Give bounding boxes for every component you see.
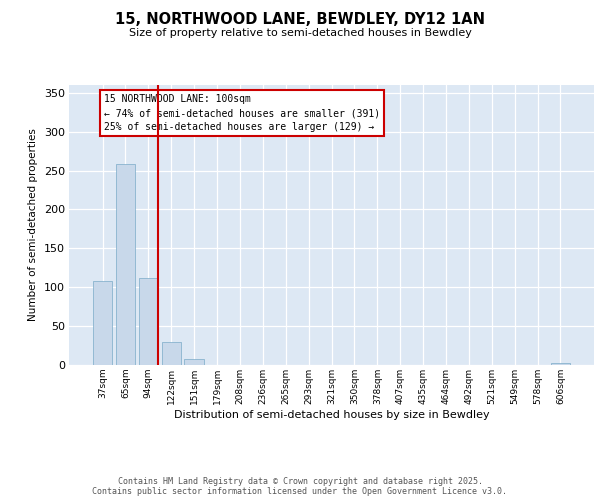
- Text: Size of property relative to semi-detached houses in Bewdley: Size of property relative to semi-detach…: [128, 28, 472, 38]
- Text: 15, NORTHWOOD LANE, BEWDLEY, DY12 1AN: 15, NORTHWOOD LANE, BEWDLEY, DY12 1AN: [115, 12, 485, 28]
- Bar: [139, 278, 158, 365]
- X-axis label: Distribution of semi-detached houses by size in Bewdley: Distribution of semi-detached houses by …: [173, 410, 490, 420]
- Bar: [551, 364, 570, 365]
- Bar: [93, 281, 112, 365]
- Text: Contains HM Land Registry data © Crown copyright and database right 2025.
Contai: Contains HM Land Registry data © Crown c…: [92, 476, 508, 496]
- Text: 15 NORTHWOOD LANE: 100sqm
← 74% of semi-detached houses are smaller (391)
25% of: 15 NORTHWOOD LANE: 100sqm ← 74% of semi-…: [104, 94, 380, 132]
- Bar: [116, 164, 135, 365]
- Bar: [161, 342, 181, 365]
- Y-axis label: Number of semi-detached properties: Number of semi-detached properties: [28, 128, 38, 322]
- Bar: [184, 359, 204, 365]
